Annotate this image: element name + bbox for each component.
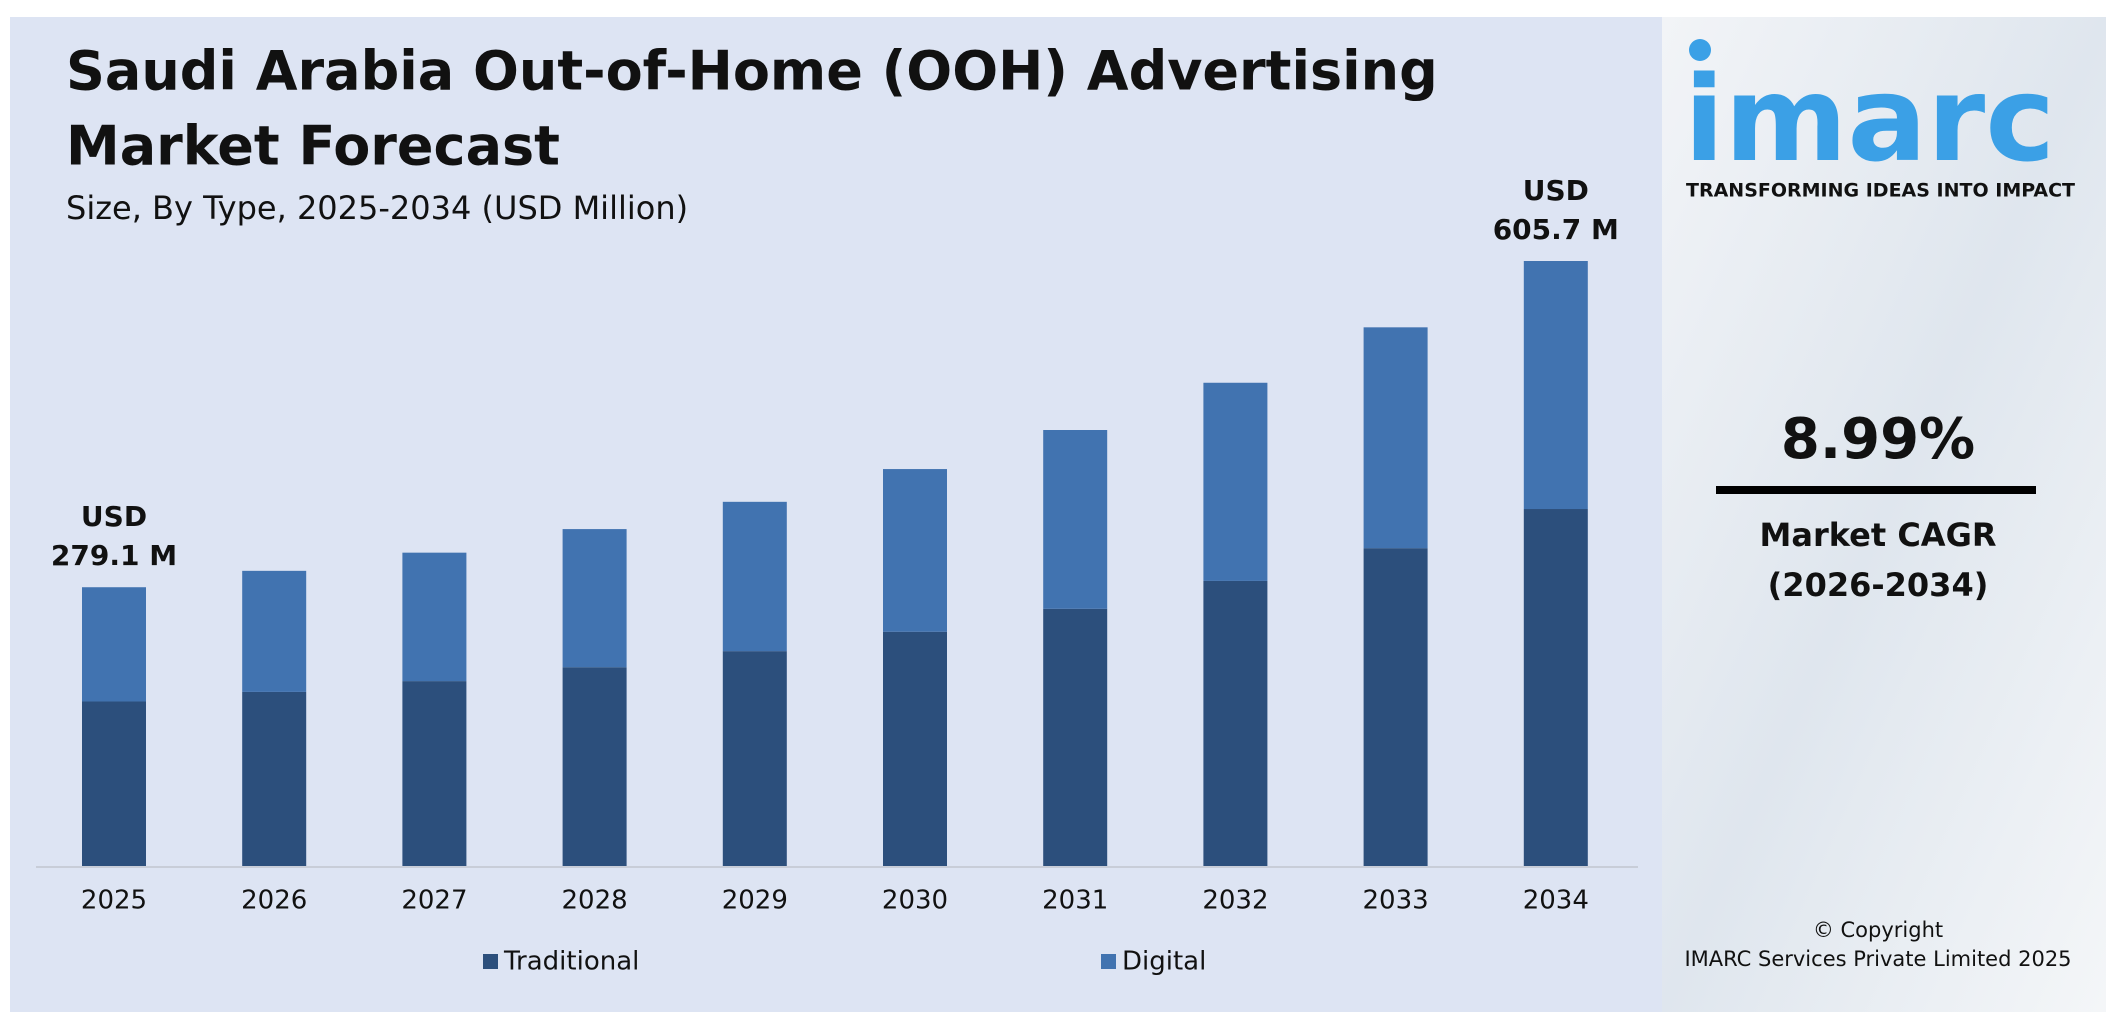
bar-segment — [883, 469, 947, 632]
bar-segment — [722, 501, 787, 652]
bar-segment — [242, 570, 307, 692]
x-tick-label: 2027 — [401, 886, 467, 916]
cagr-label: (2026-2034) — [1768, 566, 1989, 604]
legend-label: Digital — [1122, 947, 1206, 977]
bar-segment — [1203, 580, 1268, 866]
x-tick-label: 2026 — [241, 886, 307, 916]
bar-segment — [562, 529, 627, 668]
total-label: 279.1 M — [51, 539, 177, 572]
x-tick-label: 2030 — [882, 886, 948, 916]
bar-segment — [1523, 261, 1588, 510]
divider — [1716, 486, 2036, 494]
chart-subtitle: Size, By Type, 2025-2034 (USD Million) — [66, 189, 688, 227]
legend-label: Traditional — [503, 947, 639, 977]
logo: imarc — [1684, 50, 2055, 188]
x-tick-label: 2032 — [1202, 886, 1268, 916]
cagr-label: Market CAGR — [1760, 516, 1997, 554]
bar-segment — [1523, 509, 1588, 866]
bar-segment — [883, 631, 947, 866]
bar-segment — [722, 651, 787, 866]
total-label: USD — [81, 500, 147, 533]
bar-segment — [1043, 430, 1108, 609]
copyright: © Copyright — [1813, 918, 1943, 942]
total-label: USD — [1523, 174, 1589, 207]
bar-segment — [402, 552, 467, 682]
tagline: TRANSFORMING IDEAS INTO IMPACT — [1686, 180, 2075, 202]
bar-segment — [402, 681, 467, 866]
copyright: IMARC Services Private Limited 2025 — [1684, 947, 2071, 971]
bar-segment — [82, 587, 146, 702]
x-tick-label: 2029 — [722, 886, 788, 916]
x-tick-label: 2025 — [81, 886, 147, 916]
x-tick-label: 2033 — [1363, 886, 1429, 916]
x-tick-label: 2028 — [562, 886, 628, 916]
logo-dot — [1689, 39, 1711, 61]
bar-segment — [242, 691, 307, 866]
total-label: 605.7 M — [1493, 213, 1619, 246]
cagr-value: 8.99% — [1781, 407, 1975, 472]
legend-swatch — [1101, 954, 1116, 969]
bar-segment — [1363, 327, 1428, 549]
legend-swatch — [483, 954, 498, 969]
bar-segment — [82, 701, 146, 866]
chart-title: Saudi Arabia Out-of-Home (OOH) Advertisi… — [66, 40, 1438, 103]
x-tick-label: 2031 — [1042, 886, 1108, 916]
bar-segment — [1043, 608, 1108, 866]
bar-segment — [1363, 548, 1428, 866]
chart-title: Market Forecast — [66, 115, 560, 178]
x-tick-label: 2034 — [1523, 886, 1589, 916]
bar-segment — [562, 667, 627, 866]
sidebar-panel — [1662, 17, 2106, 1012]
bar-segment — [1203, 382, 1268, 581]
